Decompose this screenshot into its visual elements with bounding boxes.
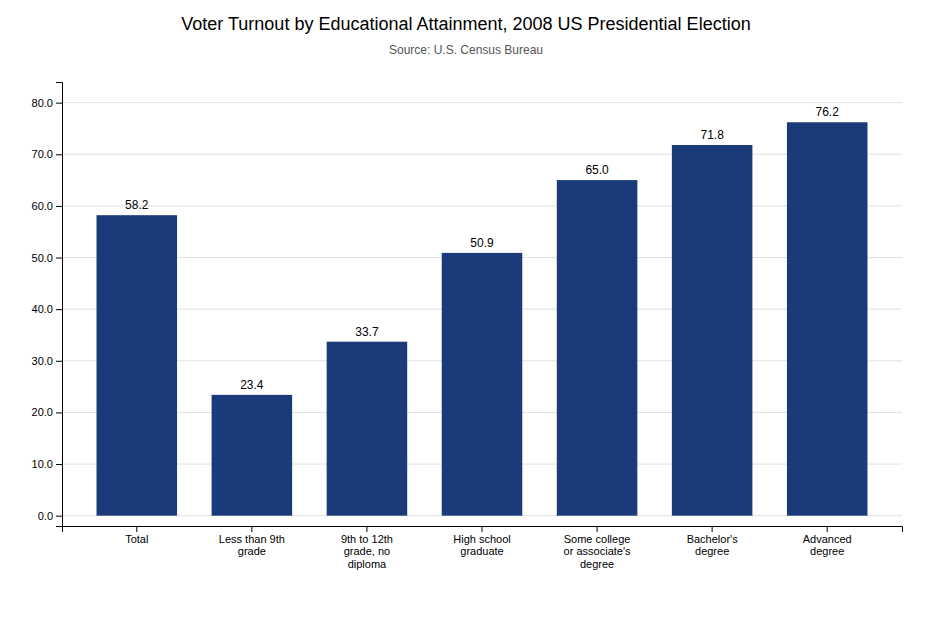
y-tick: 70.0 <box>32 148 62 160</box>
x-tick-label-line: degree <box>580 558 614 570</box>
x-tick-label-line: Less than 9th <box>219 533 285 545</box>
subtitle: Source: U.S. Census Bureau <box>389 43 543 57</box>
y-tick-mark <box>56 516 62 517</box>
data-label: 23.4 <box>240 378 264 392</box>
bar <box>787 122 868 515</box>
x-tick-label-line: grade, no <box>344 545 390 557</box>
x-tick: Total <box>125 526 148 545</box>
y-tick-mark <box>56 464 62 465</box>
bar <box>557 180 638 516</box>
y-tick-label: 70.0 <box>32 148 53 160</box>
x-tick: Advanceddegree <box>803 526 852 557</box>
y-tick-label: 80.0 <box>32 97 53 109</box>
y-tick-mark <box>56 361 62 362</box>
x-tick-label: Bachelor'sdegree <box>687 533 739 558</box>
y-tick-mark <box>56 103 62 104</box>
y-tick-label: 50.0 <box>32 252 53 264</box>
y-axis: 0.0 10.0 20.0 30.0 40.0 50.0 60.0 70.0 80.0 <box>32 83 63 527</box>
x-tick-mark <box>597 526 598 532</box>
y-tick: 50.0 <box>32 252 62 264</box>
x-tick-label: Less than 9thgrade <box>219 533 285 558</box>
y-tick-label: 40.0 <box>32 303 53 315</box>
x-tick: High schoolgraduate <box>453 526 510 557</box>
data-label: 71.8 <box>700 128 724 142</box>
y-tick-label: 20.0 <box>32 406 53 418</box>
y-tick: 60.0 <box>32 200 62 212</box>
x-tick-label-line: 9th to 12th <box>341 533 393 545</box>
chart: Voter Turnout by Educational Attainment,… <box>0 0 932 618</box>
bars <box>97 122 868 515</box>
x-tick-label-line: High school <box>453 533 510 545</box>
y-tick-mark <box>56 154 62 155</box>
y-tick-label: 10.0 <box>32 458 53 470</box>
x-tick-label-line: or associate's <box>564 545 631 557</box>
title: Voter Turnout by Educational Attainment,… <box>181 14 750 34</box>
data-label: 33.7 <box>355 325 379 339</box>
x-tick: Less than 9thgrade <box>219 526 285 557</box>
grid-line <box>62 205 902 206</box>
x-tick-label-line: grade <box>238 545 266 557</box>
data-label: 50.9 <box>470 236 494 250</box>
y-tick-label: 60.0 <box>32 200 53 212</box>
bar <box>442 253 523 516</box>
y-tick: 30.0 <box>32 355 62 367</box>
x-tick-label: Total <box>125 533 148 545</box>
y-tick-mark <box>56 309 62 310</box>
y-tick-mark <box>56 206 62 207</box>
x-tick-mark <box>366 526 367 532</box>
y-tick-mark <box>56 412 62 413</box>
bar <box>212 395 293 516</box>
data-label: 58.2 <box>125 198 149 212</box>
bar <box>327 342 408 516</box>
y-tick: 10.0 <box>32 458 62 470</box>
x-tick-label-line: Total <box>125 533 148 545</box>
x-tick-mark <box>712 526 713 532</box>
x-tick: 9th to 12thgrade, nodiploma <box>341 526 393 570</box>
grid-line <box>62 154 902 155</box>
y-tick-label: 0.0 <box>38 510 53 522</box>
x-tick-mark <box>136 526 137 532</box>
x-tick-mark <box>827 526 828 532</box>
x-tick-label: High schoolgraduate <box>453 533 510 558</box>
x-tick-label-line: diploma <box>348 558 387 570</box>
data-labels: 58.2 23.4 33.7 50.9 65.0 71.8 76.2 <box>125 105 839 392</box>
x-tick-label-line: graduate <box>460 545 503 557</box>
data-label: 76.2 <box>816 105 840 119</box>
y-tick: 40.0 <box>32 303 62 315</box>
y-tick: 20.0 <box>32 406 62 418</box>
y-tick: 0.0 <box>38 510 62 522</box>
x-tick-mark <box>251 526 252 532</box>
data-label: 65.0 <box>585 163 609 177</box>
x-axis: Total Less than 9thgrade 9th to 12thgrade,… <box>63 526 903 570</box>
bar <box>672 145 753 516</box>
y-tick-label: 30.0 <box>32 355 53 367</box>
x-tick-label: Advanceddegree <box>803 533 852 558</box>
x-tick: Some collegeor associate'sdegree <box>564 526 631 570</box>
x-tick-label: 9th to 12thgrade, nodiploma <box>341 533 393 570</box>
x-tick-label-line: degree <box>695 545 729 557</box>
x-tick: Bachelor'sdegree <box>687 526 739 557</box>
x-tick-label-line: degree <box>810 545 844 557</box>
grid <box>62 103 902 516</box>
x-tick-label: Some collegeor associate'sdegree <box>564 533 631 570</box>
y-tick-mark <box>56 258 62 259</box>
bar <box>97 215 178 515</box>
x-tick-label-line: Some college <box>564 533 631 545</box>
x-tick-mark <box>482 526 483 532</box>
y-axis-line <box>56 83 63 527</box>
y-tick: 80.0 <box>32 97 62 109</box>
x-axis-line <box>63 527 903 533</box>
grid-line <box>62 102 902 103</box>
x-tick-label-line: Advanced <box>803 533 852 545</box>
x-tick-label-line: Bachelor's <box>687 533 739 545</box>
